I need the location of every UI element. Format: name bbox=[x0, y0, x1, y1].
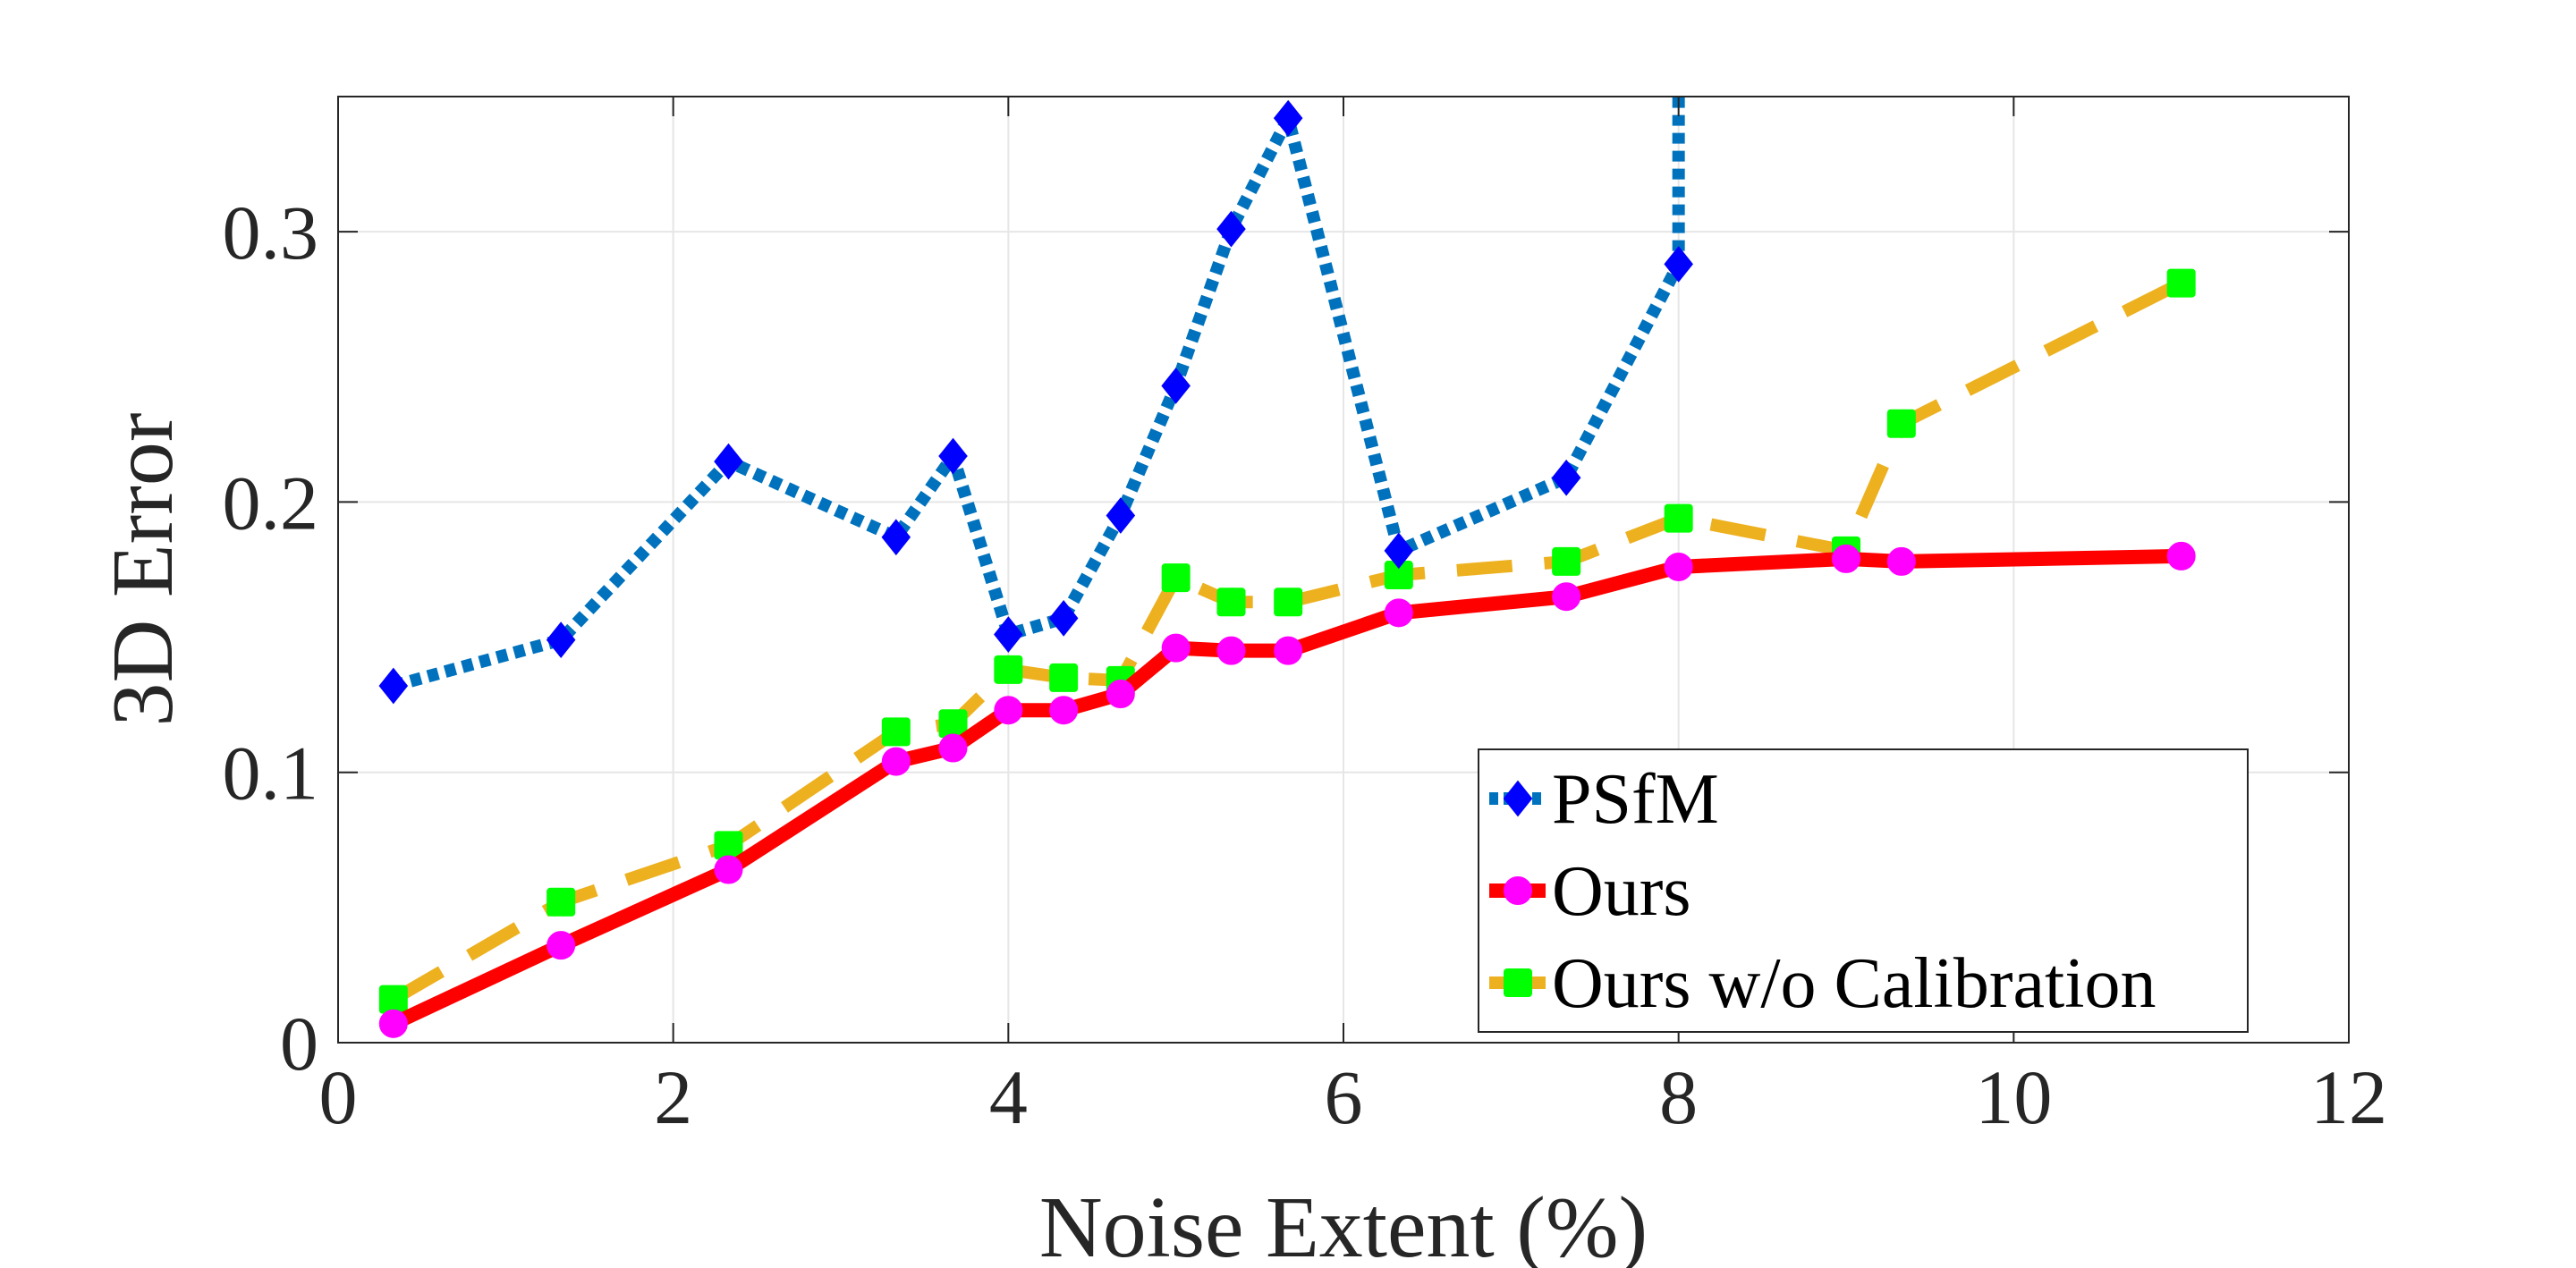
x-tick-label: 6 bbox=[1325, 1054, 1363, 1140]
data-point-ours-w-o-calibration bbox=[1552, 546, 1581, 576]
data-point-psfm bbox=[1161, 368, 1191, 404]
series-ours-w-o-calibration bbox=[378, 268, 2196, 1014]
series-line-ours-w-o-calibration bbox=[390, 277, 2184, 1005]
data-point-ours-w-o-calibration bbox=[1664, 503, 1693, 533]
data-point-ours bbox=[881, 747, 911, 776]
data-point-psfm bbox=[1384, 532, 1414, 570]
legend-label: PSfM bbox=[1552, 760, 1719, 839]
data-point-ours-w-o-calibration bbox=[378, 985, 408, 1014]
data-point-psfm bbox=[378, 667, 409, 705]
x-tick-label: 0 bbox=[319, 1054, 358, 1140]
data-point-ours bbox=[1106, 680, 1135, 709]
y-tick-label: 0.1 bbox=[223, 731, 319, 816]
data-point-psfm bbox=[1106, 497, 1136, 534]
series-ours bbox=[378, 541, 2196, 1038]
y-tick-label: 0 bbox=[280, 1001, 318, 1086]
data-point-ours bbox=[1886, 546, 1916, 576]
ticks: 0 2 4 6 8 10 12 0 0.1 0.2 0.3 bbox=[223, 97, 2387, 1140]
data-point-psfm bbox=[938, 437, 968, 475]
x-tick-label: 4 bbox=[989, 1054, 1028, 1140]
x-tick-label: 8 bbox=[1659, 1054, 1698, 1140]
legend-box bbox=[1478, 748, 2249, 1033]
data-point-ours bbox=[1832, 544, 1860, 573]
data-point-ours bbox=[938, 733, 968, 763]
legend-entry-ours: Ours bbox=[1489, 852, 1691, 931]
data-point-ours bbox=[547, 931, 576, 960]
data-point-psfm bbox=[1048, 600, 1079, 637]
series-layer bbox=[378, 97, 2196, 1038]
data-point-ours bbox=[994, 696, 1023, 725]
data-point-psfm bbox=[994, 616, 1023, 653]
data-point-psfm bbox=[881, 519, 911, 556]
data-point-ours bbox=[378, 1009, 408, 1038]
legend-label: Ours bbox=[1552, 852, 1691, 931]
x-tick-label: 2 bbox=[654, 1054, 692, 1140]
data-point-ours-w-o-calibration bbox=[547, 887, 576, 917]
data-point-psfm bbox=[1216, 210, 1246, 248]
data-point-ours bbox=[2166, 541, 2196, 571]
data-point-ours bbox=[714, 855, 743, 884]
data-point-psfm bbox=[546, 621, 576, 658]
data-point-ours-w-o-calibration bbox=[714, 831, 743, 860]
legend-entry-psfm: PSfM bbox=[1489, 760, 1719, 839]
data-point-ours bbox=[1384, 598, 1413, 628]
data-point-ours-w-o-calibration bbox=[994, 655, 1023, 684]
data-point-ours-w-o-calibration bbox=[1274, 588, 1303, 617]
data-point-ours bbox=[1161, 633, 1191, 663]
data-point-ours-w-o-calibration bbox=[1886, 409, 1916, 438]
series-psfm bbox=[378, 97, 1693, 705]
data-point-ours-w-o-calibration bbox=[2166, 268, 2196, 298]
data-point-psfm bbox=[1664, 246, 1693, 283]
legend: PSfM Ours Ours w/o Calibration bbox=[1478, 748, 2249, 1033]
legend-entry-ours-w-o-calibration: Ours w/o Calibration bbox=[1489, 944, 2156, 1023]
data-point-psfm bbox=[714, 443, 743, 480]
x-tick-label: 12 bbox=[2310, 1054, 2387, 1140]
legend-marker-swatch bbox=[1503, 780, 1533, 817]
data-point-ours bbox=[1664, 552, 1693, 581]
y-tick-label: 0.2 bbox=[223, 460, 319, 545]
legend-label: Ours w/o Calibration bbox=[1552, 944, 2156, 1023]
data-point-psfm bbox=[1273, 99, 1303, 137]
data-point-ours bbox=[1216, 636, 1246, 665]
legend-marker-swatch bbox=[1504, 876, 1532, 905]
y-tick-label: 0.3 bbox=[223, 190, 319, 275]
data-point-ours-w-o-calibration bbox=[1216, 588, 1246, 617]
data-point-ours bbox=[1552, 582, 1581, 612]
data-point-psfm bbox=[1551, 459, 1581, 496]
data-point-ours bbox=[1274, 636, 1303, 665]
data-point-ours-w-o-calibration bbox=[1161, 563, 1191, 593]
data-point-ours bbox=[1049, 696, 1079, 725]
y-axis-title: 3D Error bbox=[95, 412, 191, 726]
data-point-ours-w-o-calibration bbox=[881, 717, 911, 747]
x-axis-title: Noise Extent (%) bbox=[1039, 1179, 1648, 1268]
legend-marker-swatch bbox=[1504, 968, 1532, 997]
x-tick-label: 10 bbox=[1975, 1054, 2052, 1140]
data-point-ours-w-o-calibration bbox=[1049, 663, 1079, 692]
